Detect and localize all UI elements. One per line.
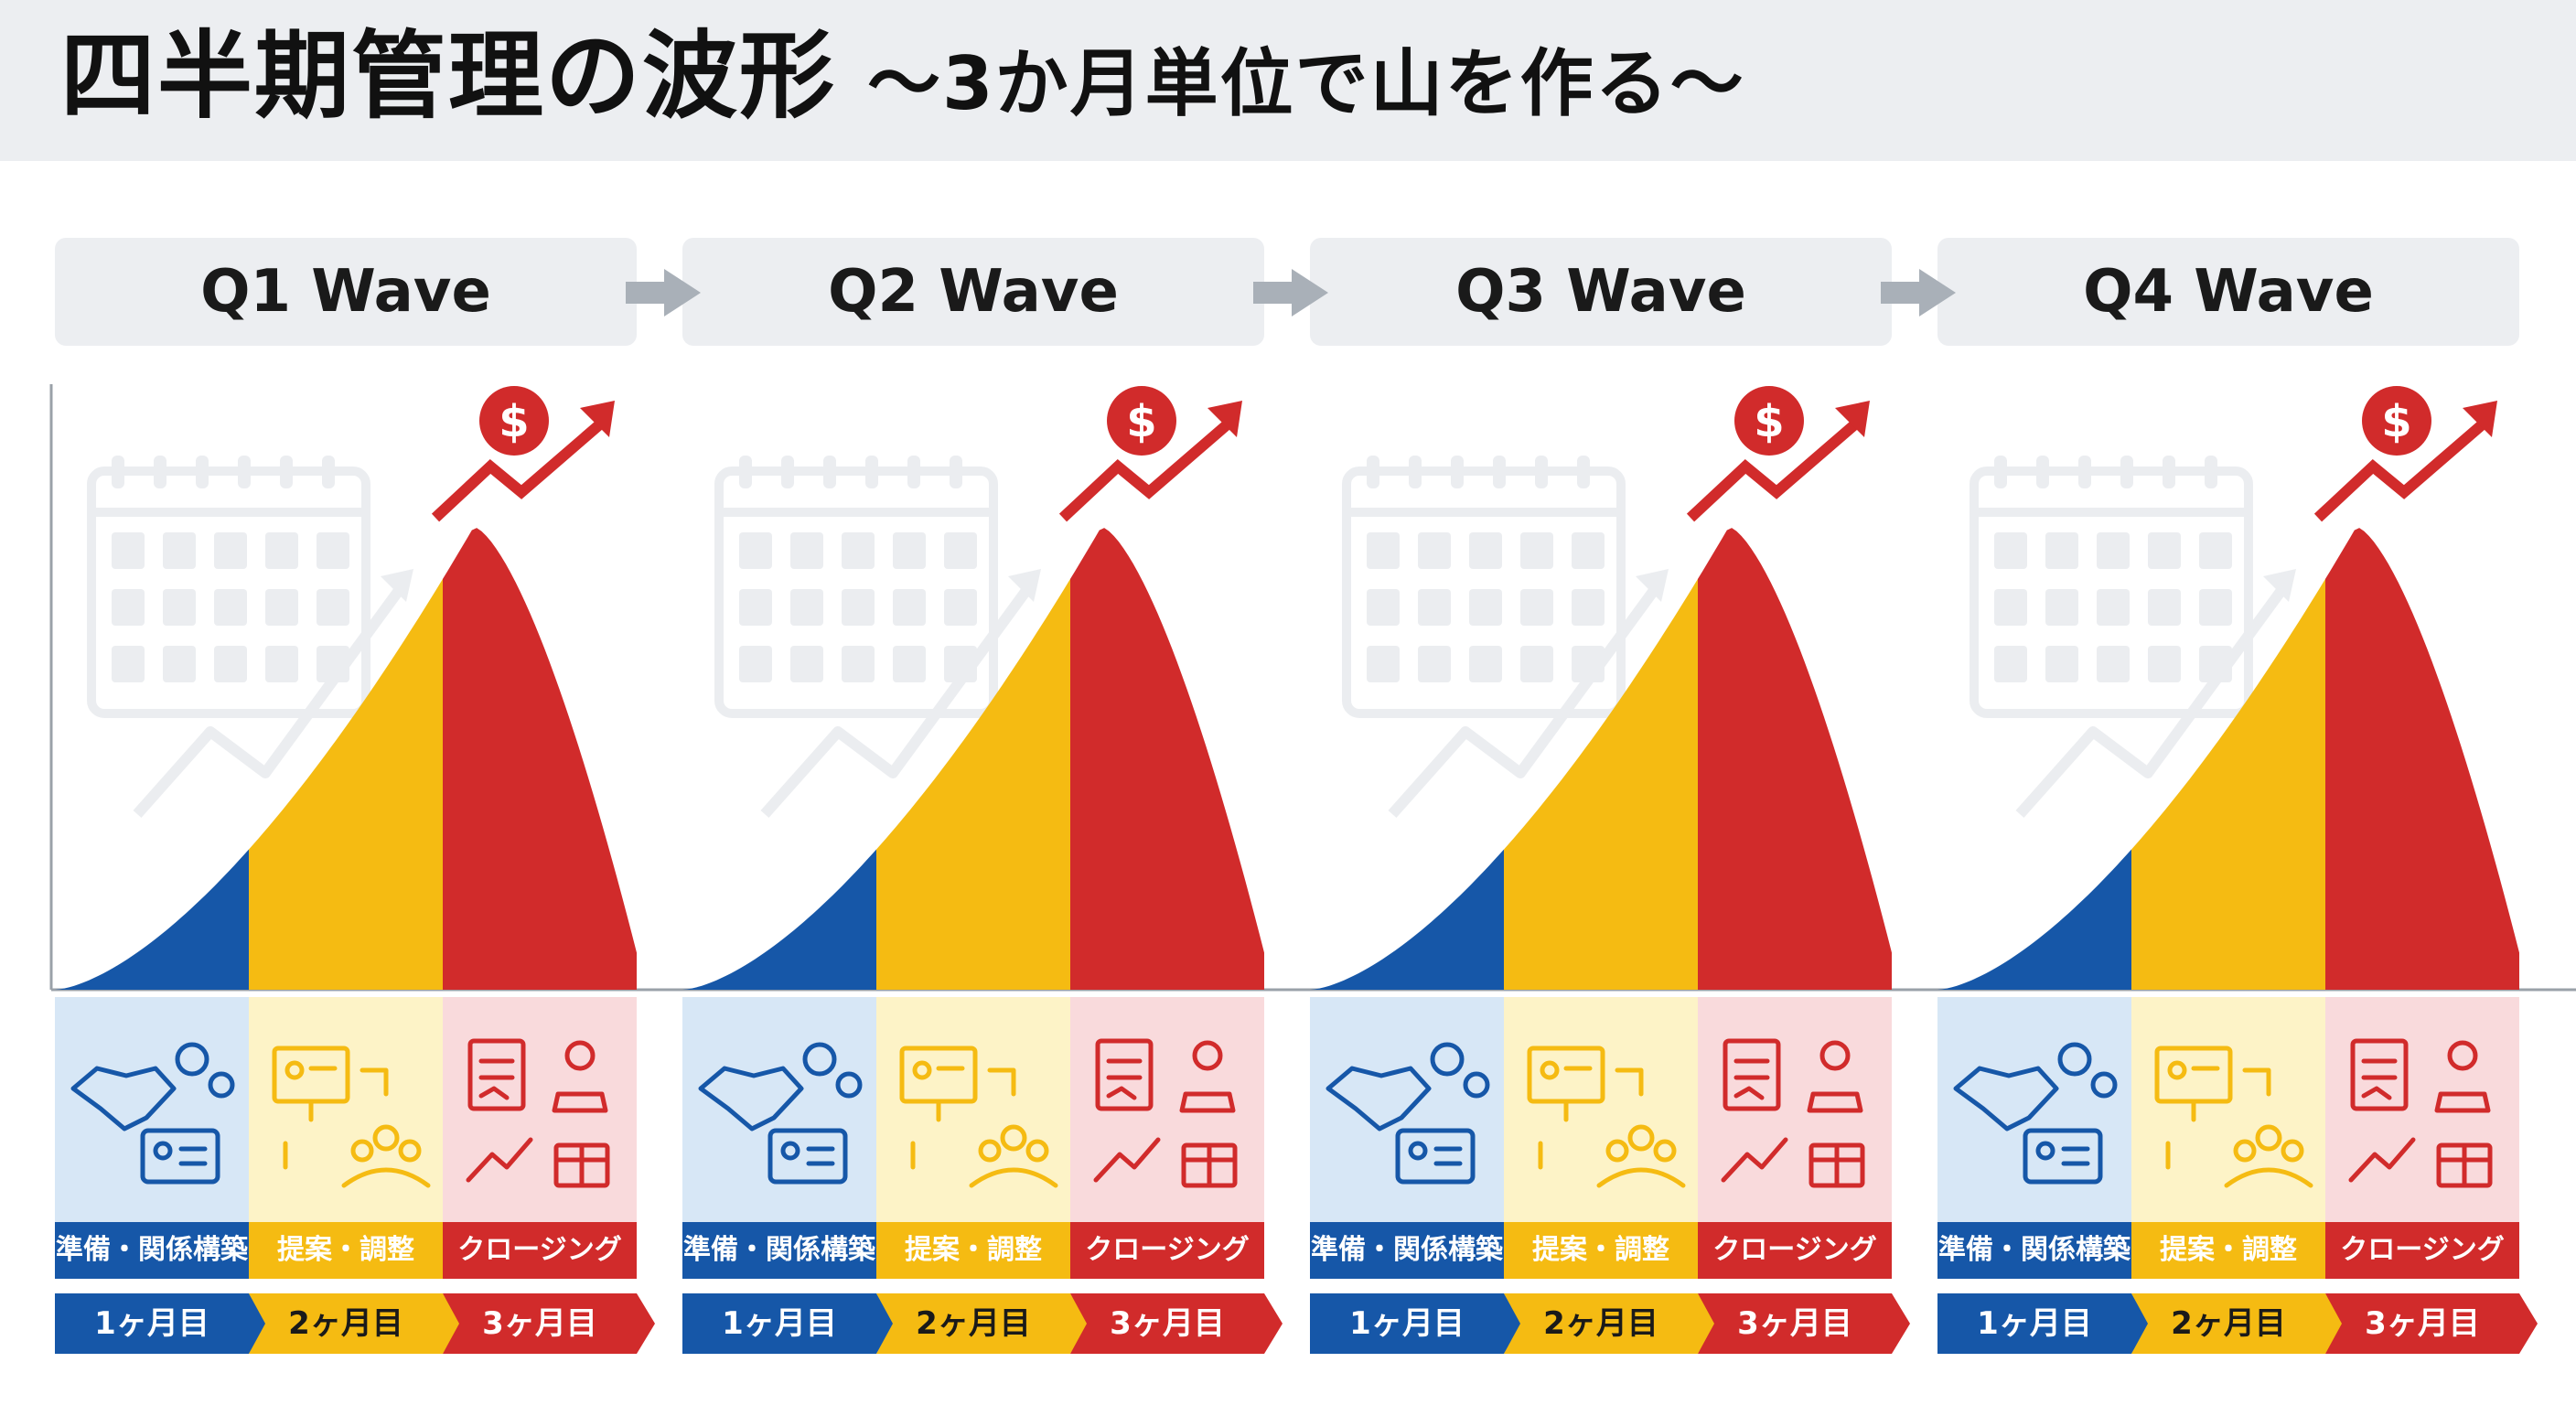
month-label: 1ヶ月目 [1349,1305,1465,1342]
wave-segment-2 [1504,578,1698,990]
header-bar: 四半期管理の波形 〜3か月単位で山を作る〜 [0,0,2576,161]
segment-label: 提案・調整 [249,1222,443,1279]
month-label: 1ヶ月目 [94,1305,209,1342]
month-chevron-2 [249,1293,461,1354]
arrow-right-icon [626,269,701,316]
svg-text:$: $ [499,396,529,447]
calendar-trend-icon [87,456,413,818]
segment-label: クロージング [2325,1222,2519,1279]
wave-segment-3 [443,528,637,990]
wave-segment-3 [2325,528,2519,990]
svg-text:$: $ [1126,396,1156,447]
month-label: 1ヶ月目 [722,1305,837,1342]
month-label: 3ヶ月目 [2365,1305,2480,1342]
wave-segment-3 [1698,528,1892,990]
segment-label: 準備・関係構築 [1310,1222,1504,1279]
handshake-gears-id-card-icon [1326,1042,1490,1185]
wave-header-q2: Q2 Wave [682,238,1264,346]
month-label: 2ヶ月目 [2171,1305,2286,1342]
segment-label: 準備・関係構築 [1937,1222,2131,1279]
segment-label: 準備・関係構築 [55,1222,249,1279]
month-chevron-2 [1504,1293,1716,1354]
wave-header-q3: Q3 Wave [1310,238,1892,346]
contract-stamp-growth-gift-icon [1721,1038,1865,1188]
month-label: 3ヶ月目 [482,1305,597,1342]
month-label: 3ヶ月目 [1737,1305,1852,1342]
segment-label: 準備・関係構築 [682,1222,876,1279]
title-main: 四半期管理の波形 [60,20,837,132]
month-chevron-3 [443,1293,655,1354]
segment-label: クロージング [443,1222,637,1279]
month-chevron-3 [1070,1293,1283,1354]
presentation-team-cycle-icon [272,1046,431,1188]
wave-header-q4: Q4 Wave [1937,238,2519,346]
month-label: 2ヶ月目 [1543,1305,1658,1342]
month-label: 3ヶ月目 [1110,1305,1225,1342]
wave-segment-1 [1937,849,2131,990]
calendar-trend-icon [1970,456,2296,818]
title-subtitle: 〜3か月単位で山を作る〜 [867,41,1745,126]
svg-text:$: $ [2381,396,2411,447]
month-chevron-1 [1937,1293,2150,1354]
calendar-trend-icon [714,456,1041,818]
arrow-right-icon [1253,269,1328,316]
dollar-growth-arrow-icon: $ [2313,386,2497,522]
month-chevron-1 [1310,1293,1522,1354]
handshake-gears-id-card-icon [698,1042,863,1185]
wave-q3: $ [1310,386,1910,1354]
wave-segment-1 [55,849,249,990]
wave-q4: $ [1937,386,2538,1354]
contract-stamp-growth-gift-icon [1093,1038,1238,1188]
presentation-team-cycle-icon [899,1046,1058,1188]
presentation-team-cycle-icon [1527,1046,1686,1188]
wave-segment-2 [249,578,443,990]
wave-segment-1 [682,849,876,990]
segment-label: 提案・調整 [1504,1222,1698,1279]
month-chevron-1 [682,1293,895,1354]
wave-segment-2 [2131,578,2325,990]
handshake-gears-id-card-icon [70,1042,235,1185]
wave-segment-3 [1070,528,1264,990]
presentation-team-cycle-icon [2154,1046,2313,1188]
month-chevron-2 [2131,1293,2344,1354]
month-chevron-1 [55,1293,267,1354]
icon-panel-2 [1504,997,1698,1222]
wave-segment-1 [1310,849,1504,990]
month-label: 2ヶ月目 [288,1305,403,1342]
page-title: 四半期管理の波形 〜3か月単位で山を作る〜 [60,7,1745,145]
icon-panel-2 [2131,997,2325,1222]
dollar-growth-arrow-icon: $ [431,386,615,522]
wave-q1: $ [55,386,655,1354]
wave-q2: $ [682,386,1283,1354]
segment-label: クロージング [1070,1222,1264,1279]
dollar-growth-arrow-icon: $ [1058,386,1242,522]
month-chevron-3 [2325,1293,2538,1354]
wave-segment-2 [876,578,1070,990]
wave-header-q1: Q1 Wave [55,238,637,346]
segment-label: 提案・調整 [876,1222,1070,1279]
icon-panel-2 [876,997,1070,1222]
month-label: 1ヶ月目 [1977,1305,2092,1342]
handshake-gears-id-card-icon [1953,1042,2118,1185]
segment-label: クロージング [1698,1222,1892,1279]
month-label: 2ヶ月目 [916,1305,1031,1342]
month-chevron-2 [876,1293,1089,1354]
segment-label: 提案・調整 [2131,1222,2325,1279]
dollar-growth-arrow-icon: $ [1686,386,1870,522]
svg-text:$: $ [1754,396,1784,447]
contract-stamp-growth-gift-icon [466,1038,610,1188]
contract-stamp-growth-gift-icon [2348,1038,2493,1188]
icon-panel-2 [249,997,443,1222]
arrow-right-icon [1881,269,1956,316]
month-chevron-3 [1698,1293,1910,1354]
calendar-trend-icon [1342,456,1669,818]
